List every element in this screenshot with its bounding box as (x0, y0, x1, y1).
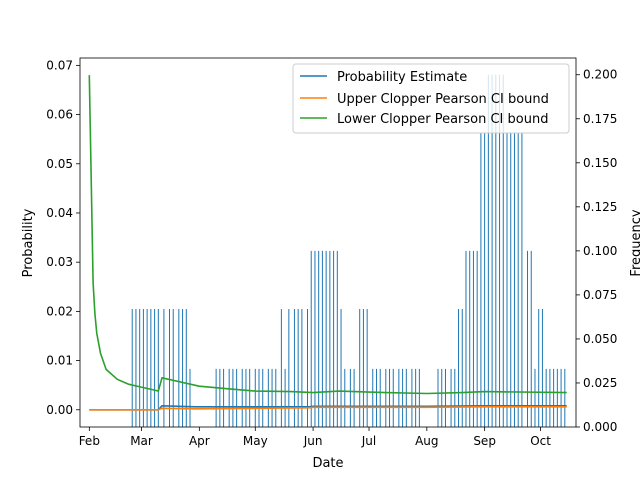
x-tick-label: May (243, 434, 268, 448)
y-tick-label: 0.02 (46, 304, 73, 318)
y-tick-label: 0.04 (46, 206, 73, 220)
series-lines (88, 75, 567, 411)
y2-tick-label: 0.100 (583, 244, 617, 258)
legend-box (292, 63, 570, 134)
x-tick-label: Jun (303, 434, 323, 448)
x-tick-label: Apr (189, 434, 210, 448)
series-line-1 (89, 405, 567, 411)
y-tick-label: 0.03 (46, 255, 73, 269)
legend-label-upper-ci: Upper Clopper Pearson CI bound (337, 92, 549, 107)
x-tick-label: Aug (415, 434, 438, 448)
y2-axis-label: Frequency (629, 209, 640, 276)
legend-label-lower-ci: Lower Clopper Pearson CI bound (337, 112, 548, 127)
y2-tick-label: 0.125 (583, 200, 617, 214)
legend: Probability Estimate Upper Clopper Pears… (292, 63, 570, 134)
plot-frame (79, 57, 577, 428)
y-tick-label: 0.01 (46, 354, 73, 368)
y2-tick-label: 0.200 (583, 68, 617, 82)
y-tick-label: 0.06 (46, 108, 73, 122)
y-tick-label: 0.07 (46, 58, 73, 72)
y-tick-label: 0.05 (46, 157, 73, 171)
axes (79, 57, 577, 428)
y2-tick-label: 0.050 (583, 332, 617, 346)
legend-label-probability: Probability Estimate (337, 70, 467, 85)
x-axis-label: Date (312, 456, 343, 471)
series-line-2 (88, 75, 567, 395)
x-tick-label: Feb (79, 434, 100, 448)
x-tick-label: Mar (130, 434, 153, 448)
y2-tick-label: 0.175 (583, 112, 617, 126)
frequency-bars (131, 74, 566, 427)
x-tick-label: Jul (361, 434, 376, 448)
y2-tick-label: 0.025 (583, 376, 617, 390)
y2-tick-label: 0.150 (583, 156, 617, 170)
x-tick-label: Sep (473, 434, 496, 448)
y-axis-label: Probability (21, 208, 36, 277)
y2-tick-label: 0.075 (583, 288, 617, 302)
x-tick-label: Oct (530, 434, 551, 448)
y-tick-label: 0.00 (46, 403, 73, 417)
ticks: Feb Mar Apr May Jun Jul Aug Sep Oct 0.00 0.01 0.02 0… (46, 58, 617, 448)
y2-tick-label: 0.000 (583, 420, 617, 434)
